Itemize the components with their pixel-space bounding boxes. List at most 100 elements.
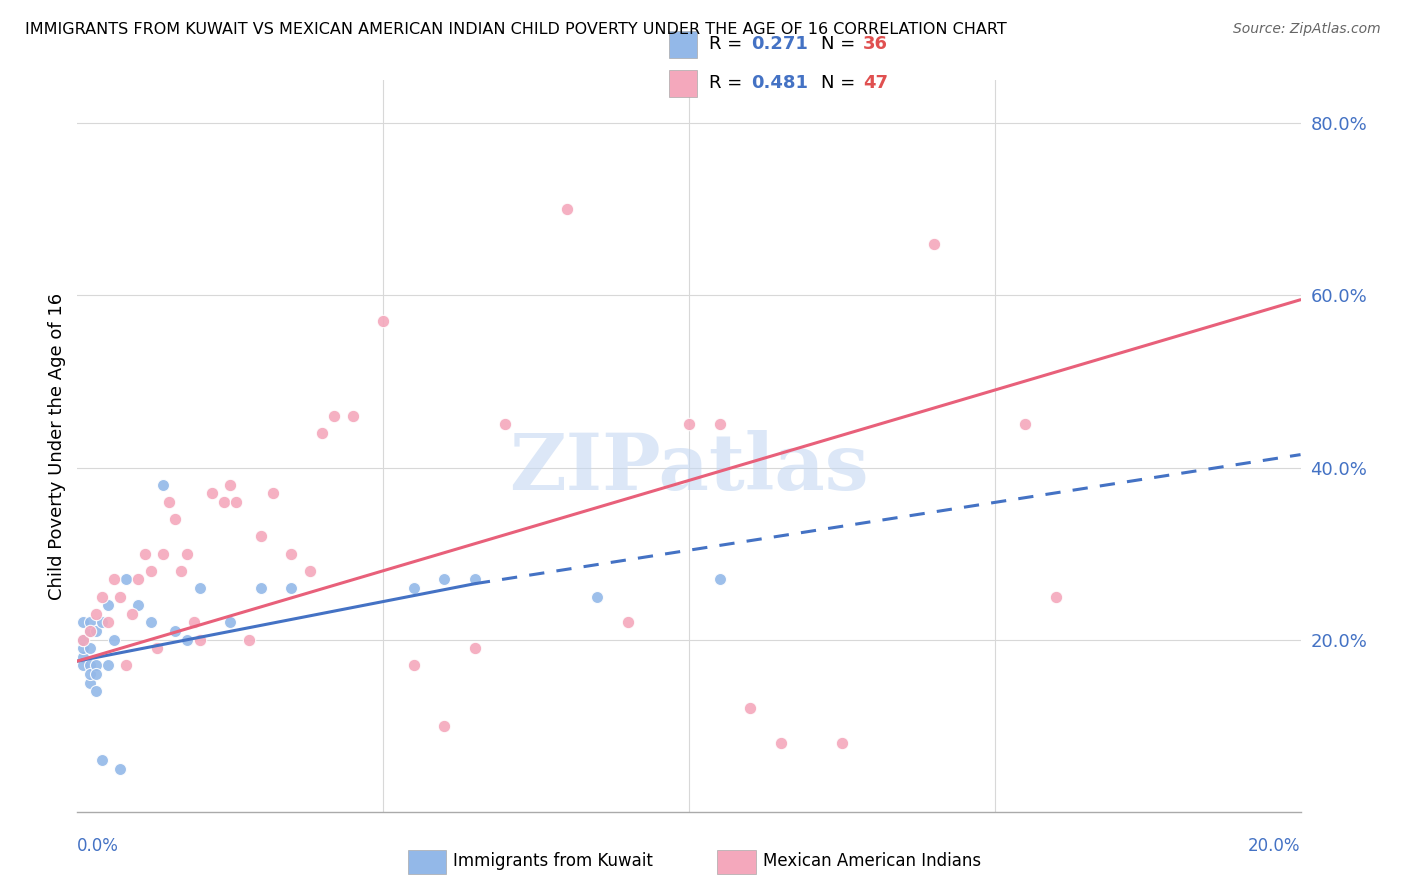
- FancyBboxPatch shape: [408, 849, 447, 874]
- Point: [176, 632, 198, 647]
- Point: [103, 573, 125, 587]
- Point: [108, 762, 131, 776]
- Point: [97, 658, 120, 673]
- Text: N =: N =: [821, 74, 860, 92]
- Point: [72, 632, 94, 647]
- Point: [115, 573, 138, 587]
- Point: [121, 607, 143, 621]
- Y-axis label: Child Poverty Under the Age of 16: Child Poverty Under the Age of 16: [48, 293, 66, 599]
- Point: [495, 417, 517, 432]
- Point: [188, 632, 211, 647]
- Point: [617, 615, 640, 630]
- Point: [740, 701, 762, 715]
- Point: [311, 426, 333, 441]
- Point: [212, 495, 235, 509]
- Point: [79, 615, 101, 630]
- Point: [108, 590, 131, 604]
- Point: [769, 736, 792, 750]
- Text: 0.271: 0.271: [751, 36, 807, 54]
- Point: [139, 564, 162, 578]
- Point: [90, 590, 112, 604]
- Point: [201, 486, 224, 500]
- Text: 36: 36: [863, 36, 889, 54]
- Point: [79, 624, 101, 638]
- FancyBboxPatch shape: [669, 31, 697, 58]
- Point: [678, 417, 700, 432]
- Point: [146, 641, 169, 656]
- Point: [709, 573, 731, 587]
- Point: [250, 581, 273, 595]
- Point: [134, 547, 156, 561]
- Point: [79, 624, 101, 638]
- Text: Immigrants from Kuwait: Immigrants from Kuwait: [453, 852, 654, 870]
- Text: Source: ZipAtlas.com: Source: ZipAtlas.com: [1233, 22, 1381, 37]
- Point: [72, 632, 94, 647]
- Point: [90, 615, 112, 630]
- Point: [402, 581, 425, 595]
- Point: [280, 581, 302, 595]
- Text: 0.481: 0.481: [751, 74, 808, 92]
- Point: [152, 547, 174, 561]
- Point: [464, 573, 486, 587]
- Point: [586, 590, 609, 604]
- Point: [402, 658, 425, 673]
- Point: [922, 236, 945, 251]
- Point: [323, 409, 346, 423]
- Point: [219, 615, 242, 630]
- Point: [555, 202, 578, 217]
- FancyBboxPatch shape: [717, 849, 756, 874]
- Text: R =: R =: [709, 74, 748, 92]
- Point: [127, 573, 149, 587]
- Point: [250, 529, 273, 543]
- Point: [79, 658, 101, 673]
- Point: [127, 598, 149, 612]
- Point: [176, 547, 198, 561]
- Point: [165, 624, 187, 638]
- Text: R =: R =: [709, 36, 748, 54]
- Text: 47: 47: [863, 74, 889, 92]
- Point: [84, 667, 107, 681]
- Point: [433, 573, 456, 587]
- Point: [72, 641, 94, 656]
- Point: [157, 495, 180, 509]
- Point: [371, 314, 394, 328]
- Point: [238, 632, 260, 647]
- Point: [84, 607, 107, 621]
- Point: [152, 477, 174, 491]
- Text: 0.0%: 0.0%: [77, 837, 120, 855]
- Point: [115, 658, 138, 673]
- Point: [79, 675, 101, 690]
- Text: IMMIGRANTS FROM KUWAIT VS MEXICAN AMERICAN INDIAN CHILD POVERTY UNDER THE AGE OF: IMMIGRANTS FROM KUWAIT VS MEXICAN AMERIC…: [25, 22, 1007, 37]
- Text: 20.0%: 20.0%: [1249, 837, 1301, 855]
- Point: [464, 641, 486, 656]
- Text: ZIPatlas: ZIPatlas: [509, 430, 869, 506]
- Point: [831, 736, 853, 750]
- Point: [84, 684, 107, 698]
- Point: [84, 624, 107, 638]
- Point: [139, 615, 162, 630]
- Point: [84, 658, 107, 673]
- Point: [79, 641, 101, 656]
- Point: [103, 632, 125, 647]
- FancyBboxPatch shape: [669, 70, 697, 97]
- Point: [262, 486, 284, 500]
- Point: [72, 658, 94, 673]
- Point: [90, 753, 112, 767]
- Point: [709, 417, 731, 432]
- Point: [1045, 590, 1067, 604]
- Point: [433, 719, 456, 733]
- Point: [183, 615, 205, 630]
- Point: [298, 564, 321, 578]
- Point: [342, 409, 364, 423]
- Point: [72, 649, 94, 664]
- Point: [79, 667, 101, 681]
- Point: [1014, 417, 1036, 432]
- Point: [280, 547, 302, 561]
- Point: [72, 615, 94, 630]
- Text: N =: N =: [821, 36, 860, 54]
- Point: [219, 477, 242, 491]
- Point: [97, 598, 120, 612]
- Point: [225, 495, 247, 509]
- Point: [170, 564, 193, 578]
- Point: [97, 615, 120, 630]
